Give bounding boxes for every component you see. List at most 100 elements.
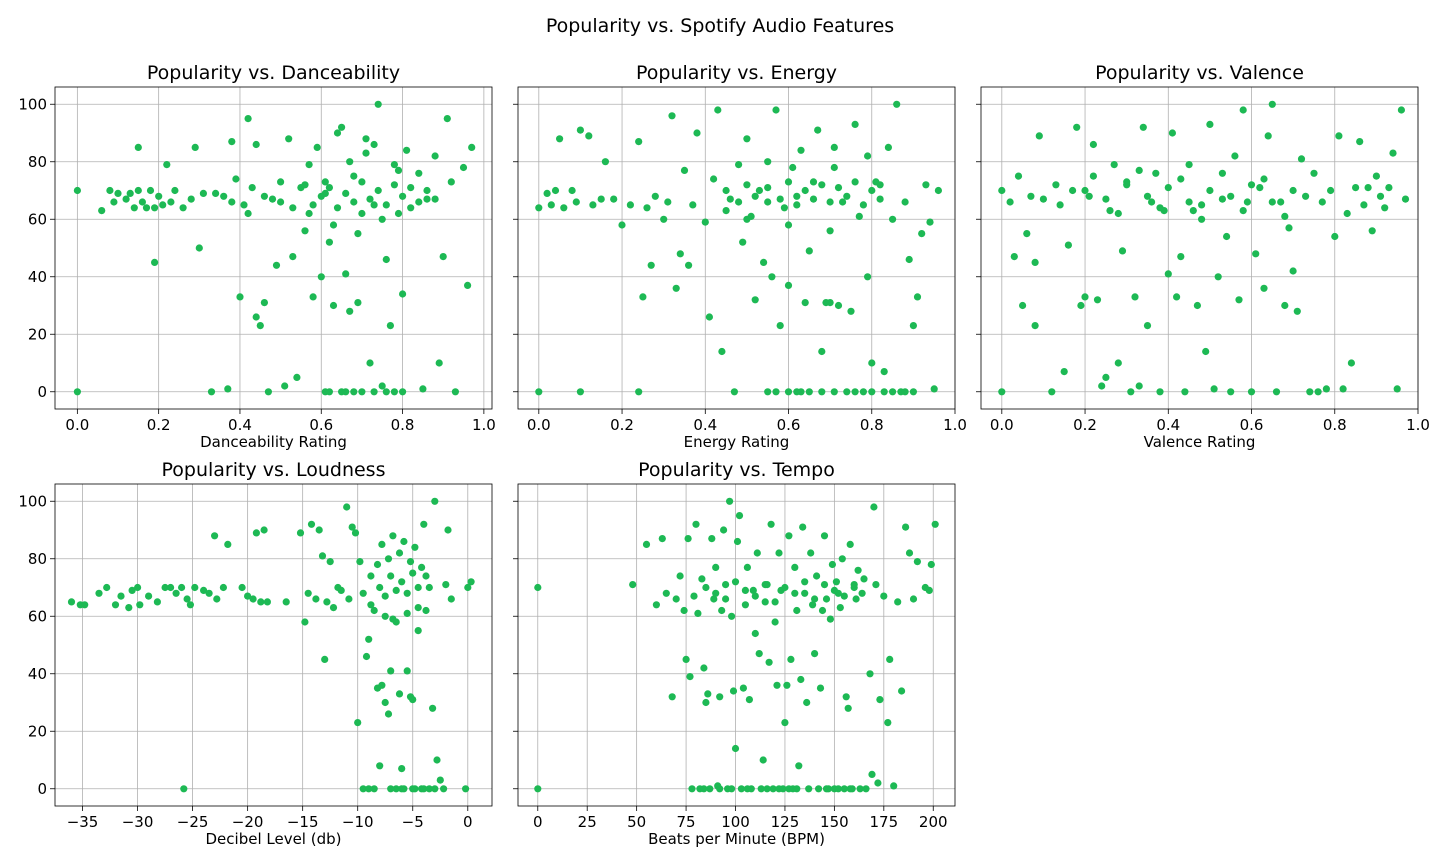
scatter-point <box>643 204 651 212</box>
scatter-point <box>134 186 142 195</box>
scatter-point <box>925 586 933 595</box>
scatter-point <box>431 152 439 160</box>
scatter-point <box>381 698 389 707</box>
scatter-point <box>642 540 651 549</box>
scatter-point <box>998 388 1006 396</box>
x-tick-label: −30 <box>122 813 154 831</box>
x-tick-label: 75 <box>677 813 696 831</box>
scatter-point <box>836 604 844 612</box>
scatter-point <box>257 598 265 606</box>
scatter-point <box>73 388 81 396</box>
subplot-title: Popularity vs. Valence <box>1095 62 1304 84</box>
scatter-point <box>130 204 138 212</box>
scatter-point <box>668 112 676 120</box>
scatter-point <box>248 184 256 192</box>
y-tick-label: 100 <box>18 95 47 113</box>
scatter-point <box>1131 293 1139 301</box>
scatter-point <box>321 655 329 664</box>
scatter-point <box>1343 209 1351 218</box>
scatter-point <box>289 204 297 212</box>
scatter-point <box>682 655 690 664</box>
scatter-point <box>767 520 775 528</box>
scatter-point <box>395 690 404 698</box>
scatter-point <box>305 209 313 218</box>
scatter-point <box>1181 388 1189 396</box>
scatter-point <box>1239 106 1247 114</box>
scatter-point <box>826 198 834 206</box>
scatter-points <box>998 100 1410 396</box>
scatter-point <box>775 549 783 557</box>
scatter-point <box>114 189 122 197</box>
scatter-point <box>419 385 427 393</box>
scatter-point <box>1227 192 1235 200</box>
scatter-point <box>791 563 799 572</box>
x-axis-label: Valence Rating <box>1144 433 1256 451</box>
scatter-point <box>400 537 408 546</box>
scatter-point <box>751 296 759 304</box>
scatter-point <box>815 785 823 793</box>
scatter-point <box>739 238 747 246</box>
x-tick-label: −25 <box>177 813 209 831</box>
scatter-point <box>415 198 423 206</box>
scatter-point <box>325 238 333 246</box>
scatter-point <box>359 785 367 793</box>
scatter-point <box>692 520 700 528</box>
scatter-point <box>741 586 750 595</box>
scatter-point <box>710 175 718 183</box>
scatter-point <box>409 696 417 704</box>
y-tick-label: 20 <box>28 722 47 740</box>
scatter-point <box>415 169 423 177</box>
scatter-point <box>846 785 854 793</box>
scatter-point <box>73 186 81 195</box>
scatter-point <box>373 560 382 569</box>
scatter-point <box>362 135 370 143</box>
scatter-point <box>859 201 868 209</box>
scatter-point <box>387 572 395 580</box>
scatter-point <box>1235 296 1243 304</box>
scatter-point <box>435 359 443 367</box>
scatter-point <box>759 756 767 764</box>
scatter-point <box>700 785 708 793</box>
scatter-point <box>851 388 859 396</box>
scatter-point <box>366 359 374 367</box>
scatter-point <box>1060 368 1068 376</box>
scatter-point <box>418 563 426 572</box>
scatter-point <box>1052 181 1060 189</box>
scatter-point <box>702 583 710 592</box>
scatter-point <box>658 535 666 543</box>
scatter-point <box>818 181 826 189</box>
scatter-point <box>898 687 906 695</box>
scatter-point <box>224 385 232 393</box>
scatter-point <box>889 388 897 396</box>
scatter-point <box>260 192 268 200</box>
scatter-point <box>668 693 676 701</box>
scatter-point <box>392 618 400 626</box>
scatter-point <box>228 198 236 206</box>
scatter-point <box>467 578 475 586</box>
scatter-point <box>868 186 876 195</box>
scatter-point <box>403 589 411 597</box>
scatter-point <box>1268 100 1276 108</box>
scatter-point <box>1339 385 1347 393</box>
scatter-point <box>200 586 208 595</box>
scatter-point <box>1168 129 1176 137</box>
scatter-point <box>420 785 428 793</box>
scatter-point <box>1293 307 1301 315</box>
scatter-point <box>1372 172 1380 180</box>
scatter-point <box>329 301 338 310</box>
scatter-point <box>664 198 672 206</box>
scatter-point <box>392 785 400 793</box>
scatter-point <box>1206 120 1214 128</box>
scatter-point <box>1185 161 1193 169</box>
scatter-point <box>343 503 351 511</box>
scatter-point <box>117 592 125 600</box>
scatter-point <box>901 198 909 206</box>
scatter-point <box>321 178 329 186</box>
scatter-point <box>110 198 118 206</box>
scatter-point <box>801 578 809 586</box>
x-tick-label: −15 <box>287 813 319 831</box>
subplot-title: Popularity vs. Energy <box>636 62 837 84</box>
scatter-point <box>317 273 325 281</box>
scatter-point <box>394 209 403 218</box>
scatter-point <box>219 583 227 592</box>
